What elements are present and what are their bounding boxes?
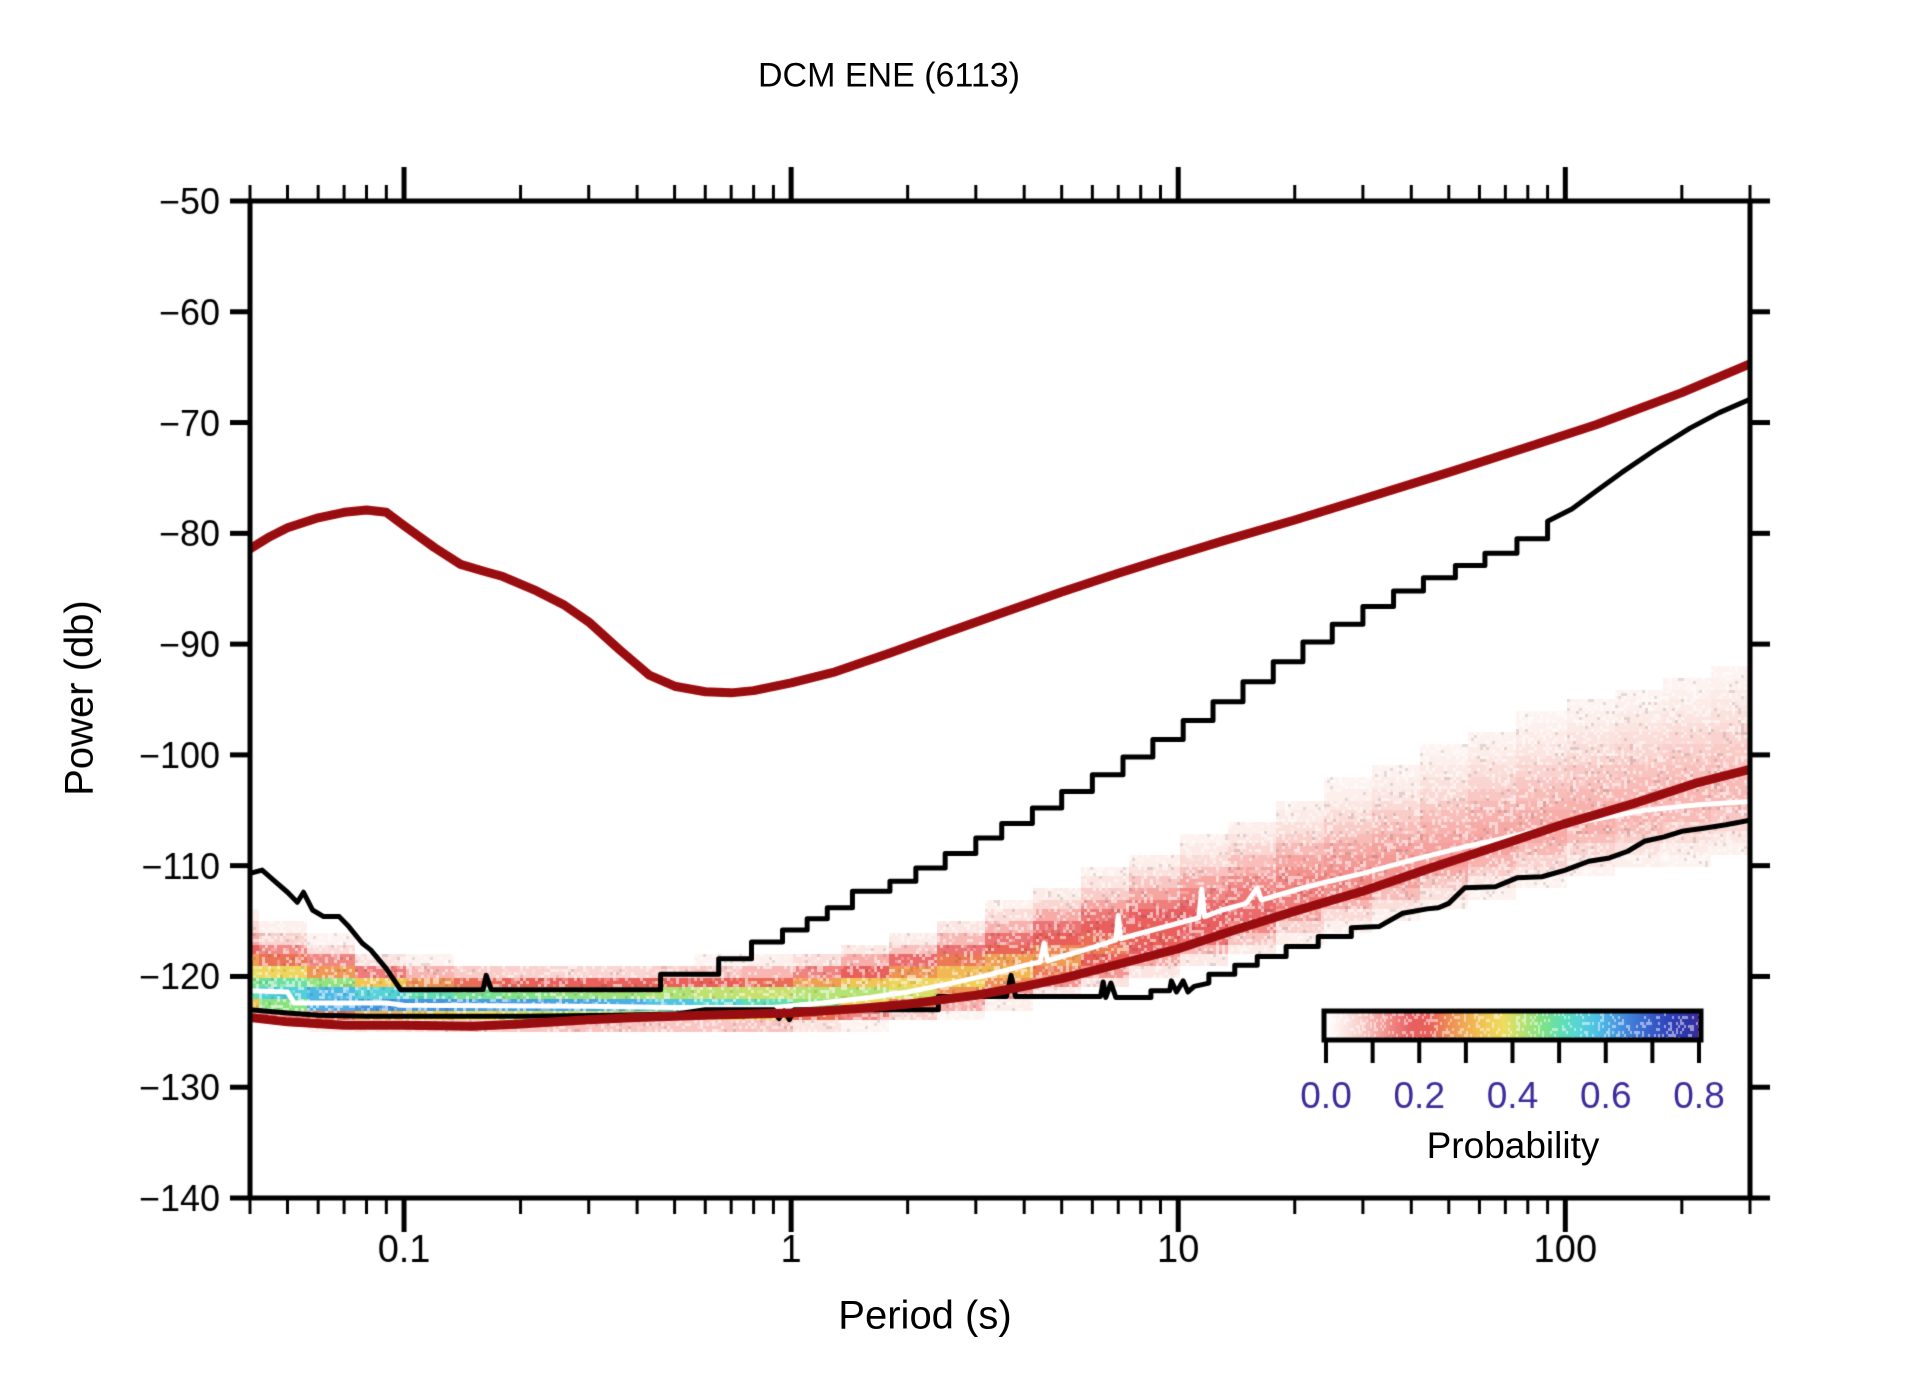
page-title: DCM ENE (6113) xyxy=(758,56,1020,95)
y-axis-label: Power (db) xyxy=(57,600,102,796)
x-axis-label: Period (s) xyxy=(838,1293,1012,1338)
colorbar-label: Probability xyxy=(1426,1125,1600,1166)
